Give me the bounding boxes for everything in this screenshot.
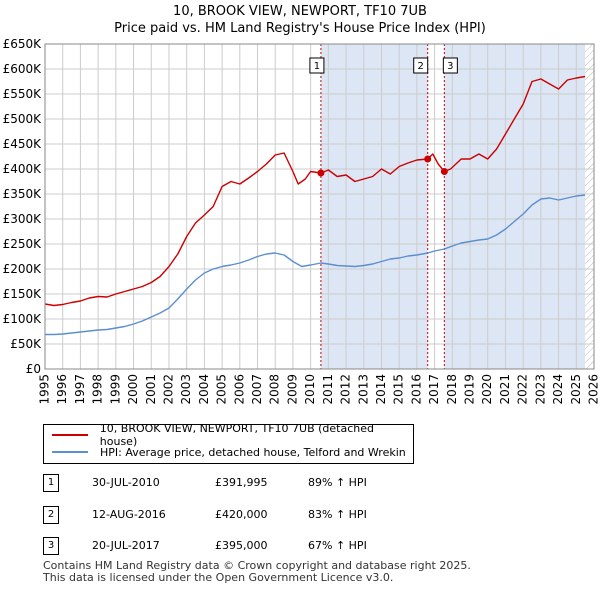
sale-hpi-change: 67% ↑ HPI xyxy=(308,539,367,552)
sale-price: £395,000 xyxy=(215,539,268,552)
x-tick-label: 2024 xyxy=(551,374,565,405)
y-tick-label: £400K xyxy=(3,162,43,176)
sale-point xyxy=(424,155,432,163)
x-tick-label: 1997 xyxy=(73,374,87,405)
x-tick-label: 2011 xyxy=(321,374,335,405)
y-tick-label: £600K xyxy=(3,62,43,76)
x-tick-label: 2019 xyxy=(463,374,477,405)
legend-label-hpi: HPI: Average price, detached house, Telf… xyxy=(100,445,406,459)
x-tick-label: 1995 xyxy=(38,374,52,405)
x-tick-label: 2022 xyxy=(516,374,530,405)
footer: Contains HM Land Registry data © Crown c… xyxy=(43,560,471,584)
shaded-period xyxy=(444,44,586,369)
legend-label-property: 10, BROOK VIEW, NEWPORT, TF10 7UB (detac… xyxy=(99,422,374,448)
x-tick-label: 2012 xyxy=(339,374,353,405)
y-tick-label: £300K xyxy=(3,212,43,226)
y-tick-label: £0 xyxy=(26,362,41,376)
y-tick-label: £550K xyxy=(3,87,43,101)
sale-marker-label: 1 xyxy=(314,61,320,72)
sale-row: 1 30-JUL-2010 £391,995 89% ↑ HPI xyxy=(40,474,600,494)
price-chart: 1 2 3 £0 £50K £100K £150K £200K £250K £300K £350K… xyxy=(3,37,600,405)
sale-price: £391,995 xyxy=(215,476,268,489)
y-tick-label: £200K xyxy=(3,262,43,276)
x-tick-label: 2026 xyxy=(587,374,600,405)
sale-marker-badge xyxy=(309,57,325,74)
x-tick-label: 2014 xyxy=(374,374,388,405)
sale-number-badge: 1 xyxy=(43,474,59,492)
y-tick-label: £250K xyxy=(3,237,43,251)
y-tick-label: £150K xyxy=(3,287,43,301)
shaded-period xyxy=(320,44,428,369)
x-tick-label: 2005 xyxy=(215,374,229,405)
sale-row: 3 20-JUL-2017 £395,000 67% ↑ HPI xyxy=(40,537,600,557)
sale-number-badge: 3 xyxy=(43,537,59,555)
sale-marker-badge xyxy=(413,57,429,74)
property-price-line xyxy=(44,75,586,307)
y-tick-label: £450K xyxy=(3,137,43,151)
x-tick-label: 1998 xyxy=(91,374,105,405)
sale-date: 12-AUG-2016 xyxy=(92,508,166,521)
x-tick-label: 2025 xyxy=(569,374,583,405)
sale-hpi-change: 89% ↑ HPI xyxy=(308,476,367,489)
chart-title-line1: 10, BROOK VIEW, NEWPORT, TF10 7UB xyxy=(173,4,427,19)
x-tick-label: 2003 xyxy=(179,374,193,405)
chart-title-line2: Price paid vs. HM Land Registry's House … xyxy=(114,21,486,36)
y-tick-label: £500K xyxy=(3,112,43,126)
sale-row: 2 12-AUG-2016 £420,000 83% ↑ HPI xyxy=(40,506,600,526)
sale-date: 20-JUL-2017 xyxy=(92,539,160,552)
x-tick-label: 2008 xyxy=(268,374,282,405)
x-tick-label: 2010 xyxy=(303,374,317,405)
x-tick-label: 2009 xyxy=(285,374,299,405)
x-tick-label: 2006 xyxy=(232,374,246,405)
legend-item-hpi: HPI: Average price, detached house, Telf… xyxy=(52,444,406,460)
x-tick-label: 2016 xyxy=(409,374,423,405)
x-tick-label: 2023 xyxy=(533,374,547,405)
footer-copyright: Contains HM Land Registry data © Crown c… xyxy=(43,559,471,572)
footer-licence: This data is licensed under the Open Gov… xyxy=(43,571,394,584)
hpi-line xyxy=(45,194,586,336)
x-tick-label: 2018 xyxy=(445,374,459,405)
sale-marker-badge xyxy=(442,57,458,74)
x-tick-label: 2017 xyxy=(427,374,441,405)
sale-marker-label: 3 xyxy=(447,61,453,72)
x-tick-label: 2015 xyxy=(392,374,406,405)
sale-hpi-change: 83% ↑ HPI xyxy=(308,508,367,521)
x-tick-label: 2001 xyxy=(144,374,158,405)
sale-number-badge: 2 xyxy=(43,506,59,524)
x-tick-label: 2007 xyxy=(250,374,264,405)
sale-price: £420,000 xyxy=(215,508,268,521)
x-tick-label: 2021 xyxy=(498,374,512,405)
legend: 10, BROOK VIEW, NEWPORT, TF10 7UB (detac… xyxy=(43,422,414,464)
plot-frame xyxy=(44,43,595,370)
legend-swatch-property xyxy=(52,434,88,436)
y-tick-label: £350K xyxy=(3,187,43,201)
y-tick-label: £650K xyxy=(3,37,43,51)
x-tick-label: 2000 xyxy=(126,374,140,405)
x-tick-label: 2004 xyxy=(197,374,211,405)
x-tick-label: 2002 xyxy=(161,374,175,405)
y-tick-label: £50K xyxy=(10,337,42,351)
legend-swatch-hpi xyxy=(52,451,88,453)
x-tick-label: 1999 xyxy=(108,374,122,405)
sale-point xyxy=(440,168,448,175)
x-tick-label: 2020 xyxy=(480,374,494,405)
y-tick-label: £100K xyxy=(3,312,43,326)
x-tick-label: 2013 xyxy=(356,374,370,405)
legend-item-property: 10, BROOK VIEW, NEWPORT, TF10 7UB (detac… xyxy=(52,422,413,448)
x-tick-label: 1996 xyxy=(55,374,69,405)
sale-date: 30-JUL-2010 xyxy=(92,476,160,489)
forecast-hatch xyxy=(585,44,594,369)
sale-marker-label: 2 xyxy=(418,61,424,72)
sale-point xyxy=(317,169,325,177)
